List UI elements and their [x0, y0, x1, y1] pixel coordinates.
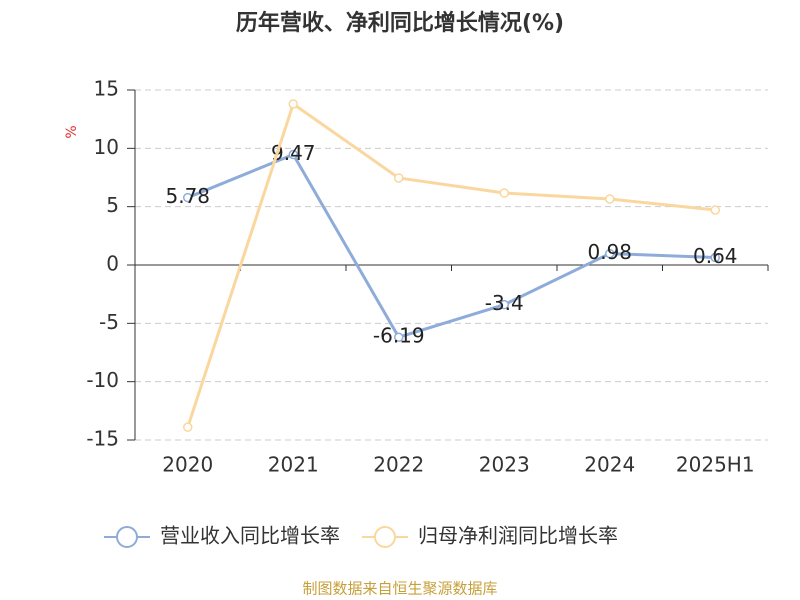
data-point: [605, 248, 615, 259]
y-axis-label: %: [64, 125, 80, 138]
legend-label: 归母净利润同比增长率: [418, 524, 618, 548]
y-tick-label: -10: [86, 368, 119, 392]
legend-marker: [116, 526, 138, 548]
data-point: [605, 194, 615, 204]
legend-label: 营业收入同比增长率: [160, 524, 340, 548]
y-tick-label: -15: [86, 427, 119, 451]
chart-title: 历年营收、净利同比增长情况(%): [236, 10, 564, 36]
data-point: [499, 188, 509, 198]
data-label: 5.78: [165, 184, 210, 208]
x-tick-label: 2024: [584, 453, 635, 477]
x-tick-label: 2020: [162, 453, 213, 477]
data-label: 0.98: [587, 240, 632, 264]
data-point: [710, 205, 720, 215]
data-point: [288, 99, 298, 109]
data-point: [394, 332, 404, 342]
data-point: [288, 149, 298, 160]
y-tick-label: 0: [106, 252, 119, 276]
data-label: -6.19: [373, 324, 425, 348]
data-point: [499, 299, 509, 310]
data-point: [394, 173, 404, 183]
source-note: 制图数据来自恒生聚源数据库: [302, 580, 497, 598]
x-tick-label: 2025H1: [676, 453, 755, 477]
data-point: [183, 422, 193, 432]
y-tick-label: 15: [94, 77, 119, 101]
legend-marker: [374, 526, 396, 548]
x-tick-label: 2023: [479, 453, 530, 477]
data-point: [183, 192, 193, 203]
y-tick-label: 10: [94, 135, 119, 159]
data-label: 0.64: [693, 244, 738, 268]
data-label: -3.4: [485, 291, 524, 315]
series-line: [186, 101, 716, 428]
y-tick-label: -5: [99, 310, 119, 334]
x-tick-label: 2021: [268, 453, 319, 477]
data-point: [710, 252, 720, 263]
y-tick-label: 5: [106, 193, 119, 217]
x-tick-label: 2022: [373, 453, 424, 477]
